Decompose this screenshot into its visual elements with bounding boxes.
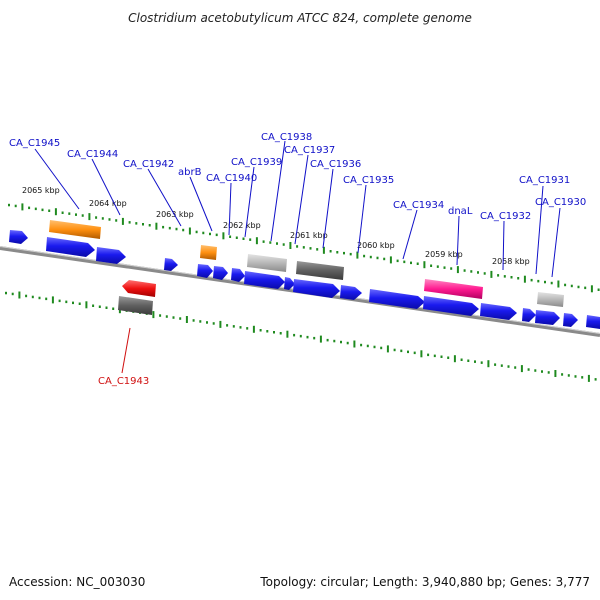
leader-line-ca-c1937 (294, 154, 309, 245)
cds-arrow[interactable] (522, 308, 536, 322)
gene-label-ca-c1942[interactable]: CA_C1942 (123, 159, 174, 170)
cds-arrow[interactable] (197, 264, 213, 278)
gene-label-ca-c1932[interactable]: CA_C1932 (480, 211, 531, 222)
leader-line-dnal (456, 215, 460, 266)
gene-label-ca-c1944[interactable]: CA_C1944 (67, 149, 118, 160)
gene-magenta[interactable] (424, 279, 483, 299)
kbp-label: 2061 kbp (290, 231, 328, 240)
leader-line-ca-c1943 (121, 327, 131, 374)
cds-arrow[interactable] (46, 237, 95, 257)
leader-line-ca-c1945 (34, 148, 80, 210)
leader-line-ca-c1942 (147, 168, 182, 227)
cds-arrow[interactable] (340, 285, 362, 300)
cds-arrow[interactable] (293, 279, 340, 298)
kbp-label: 2058 kbp (492, 257, 530, 266)
kbp-label: 2064 kbp (89, 199, 127, 208)
cds-arrow[interactable] (244, 271, 285, 289)
gene-label-ca-c1938[interactable]: CA_C1938 (261, 132, 312, 143)
gene-darkgray[interactable] (296, 261, 344, 280)
gene-red-reverse[interactable] (122, 280, 156, 297)
gene-label-ca-c1943[interactable]: CA_C1943 (98, 376, 149, 387)
inner-track (118, 280, 156, 315)
leader-line-ca-c1931 (535, 185, 544, 275)
cds-arrow[interactable] (231, 268, 245, 282)
cds-arrow[interactable] (480, 303, 517, 320)
gene-gray[interactable] (247, 254, 287, 272)
gene-label-abrb[interactable]: abrB (178, 167, 202, 178)
gene-label-ca-c1935[interactable]: CA_C1935 (343, 175, 394, 186)
leader-line-ca-c1940 (228, 182, 232, 236)
cds-arrow[interactable] (164, 258, 178, 271)
gene-darkgray[interactable] (118, 296, 153, 315)
leader-line-ca-c1936 (322, 168, 334, 249)
gene-label-ca-c1931[interactable]: CA_C1931 (519, 175, 570, 186)
cds-arrow[interactable] (586, 315, 600, 329)
leader-line-abrb (189, 176, 213, 232)
ruler-inner (5, 291, 597, 382)
leader-line-ca-c1935 (357, 184, 367, 254)
gene-orange[interactable] (200, 245, 217, 260)
accession-text: Accession: NC_003030 (9, 575, 145, 589)
ruler-outer (8, 203, 600, 293)
outer-track (9, 220, 600, 329)
leader-line-ca-c1934 (402, 209, 418, 260)
cds-arrow[interactable] (284, 277, 295, 290)
leader-line-ca-c1938 (270, 140, 286, 242)
kbp-label: 2060 kbp (357, 241, 395, 250)
leader-line-ca-c1930 (551, 207, 561, 278)
kbp-label: 2059 kbp (425, 250, 463, 259)
gene-label-ca-c1939[interactable]: CA_C1939 (231, 157, 282, 168)
leader-line-ca-c1939 (244, 166, 255, 238)
cds-arrow[interactable] (96, 247, 126, 264)
gene-label-ca-c1934[interactable]: CA_C1934 (393, 200, 444, 211)
cds-arrow[interactable] (563, 313, 578, 327)
kbp-label: 2065 kbp (22, 186, 60, 195)
cds-arrow[interactable] (535, 310, 560, 325)
gene-label-ca-c1937[interactable]: CA_C1937 (284, 145, 335, 156)
map-title: Clostridium acetobutylicum ATCC 824, com… (128, 11, 472, 25)
cds-arrow[interactable] (423, 296, 479, 316)
leader-line-ca-c1944 (91, 158, 121, 216)
cds-arrow[interactable] (9, 230, 28, 244)
gene-orange[interactable] (49, 220, 101, 239)
cds-arrow[interactable] (369, 289, 425, 309)
gene-label-ca-c1936[interactable]: CA_C1936 (310, 159, 361, 170)
gene-label-ca-c1940[interactable]: CA_C1940 (206, 173, 257, 184)
gene-label-ca-c1945[interactable]: CA_C1945 (9, 138, 60, 149)
cds-arrow[interactable] (213, 266, 228, 280)
leader-line-ca-c1932 (502, 220, 505, 271)
gene-label-ca-c1930[interactable]: CA_C1930 (535, 197, 586, 208)
genome-summary-text: Topology: circular; Length: 3,940,880 bp… (259, 575, 590, 589)
gene-label-dnal[interactable]: dnaL (448, 206, 473, 217)
gene-gray[interactable] (537, 292, 564, 307)
kbp-label: 2062 kbp (223, 221, 261, 230)
